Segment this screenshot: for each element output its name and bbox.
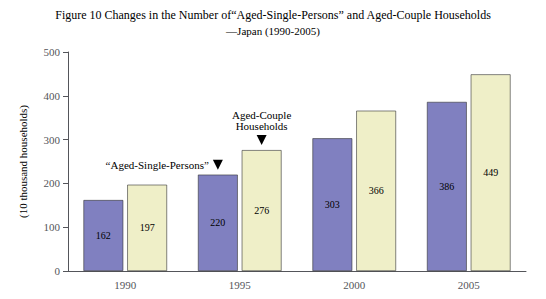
svg-text:“Aged-Single-Persons”: “Aged-Single-Persons” xyxy=(106,159,209,171)
svg-text:200: 200 xyxy=(44,177,61,189)
svg-text:197: 197 xyxy=(140,222,155,233)
svg-text:100: 100 xyxy=(44,221,61,233)
svg-text:220: 220 xyxy=(210,217,225,228)
svg-text:2000: 2000 xyxy=(343,279,366,291)
svg-text:2005: 2005 xyxy=(458,279,481,291)
svg-text:(10 thousand households): (10 thousand households) xyxy=(17,105,30,218)
svg-text:500: 500 xyxy=(44,46,61,58)
svg-text:303: 303 xyxy=(325,199,340,210)
svg-text:0: 0 xyxy=(55,265,61,277)
svg-text:400: 400 xyxy=(44,90,61,102)
svg-text:Households: Households xyxy=(236,120,288,132)
svg-text:449: 449 xyxy=(483,167,498,178)
svg-text:366: 366 xyxy=(369,185,384,196)
svg-text:386: 386 xyxy=(439,181,454,192)
svg-text:1990: 1990 xyxy=(114,279,137,291)
svg-text:—Japan (1990-2005): —Japan (1990-2005) xyxy=(225,25,320,38)
svg-text:276: 276 xyxy=(254,205,269,216)
svg-text:Figure 10 Changes in the Numbe: Figure 10 Changes in the Number of“Aged-… xyxy=(55,8,491,22)
svg-text:162: 162 xyxy=(96,230,111,241)
svg-text:1995: 1995 xyxy=(229,279,252,291)
svg-text:Aged-Couple: Aged-Couple xyxy=(232,108,292,121)
svg-text:300: 300 xyxy=(44,134,61,146)
